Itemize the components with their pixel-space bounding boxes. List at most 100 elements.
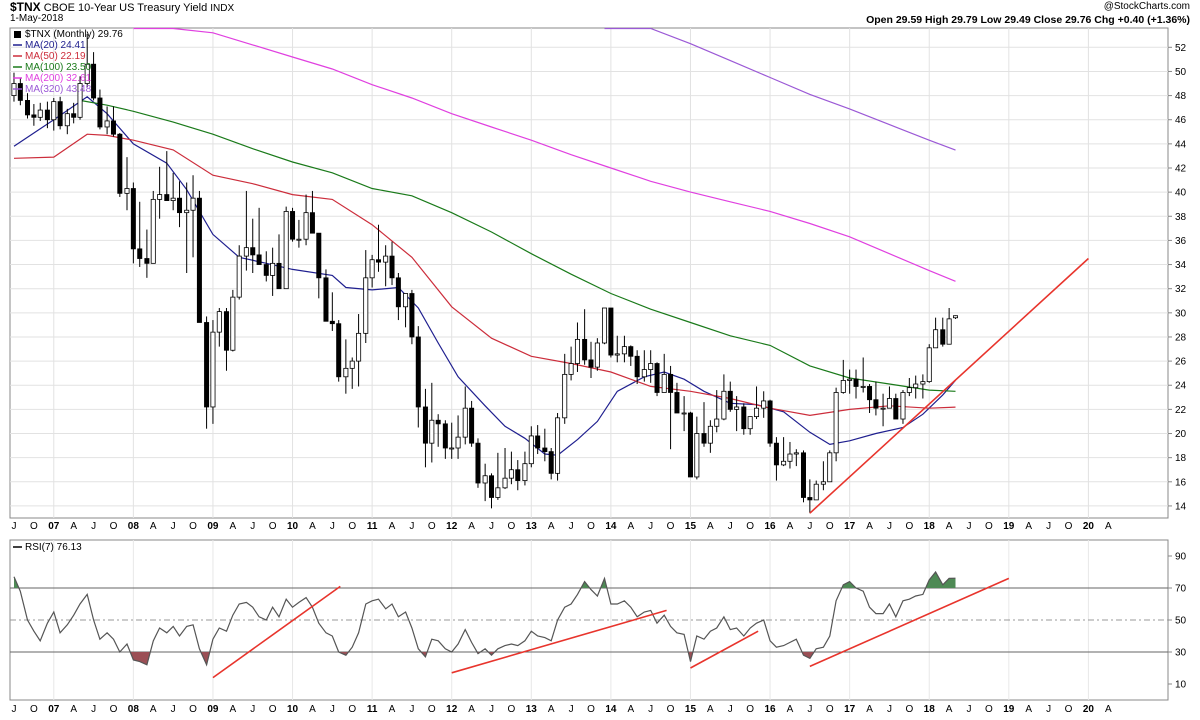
rsi-xtick-label: A <box>1105 704 1112 715</box>
price-candle <box>25 93 31 119</box>
price-candle <box>508 451 514 485</box>
rsi-xtick-label: A <box>707 704 714 715</box>
price-xtick-label: J <box>728 521 733 532</box>
price-candle <box>442 420 448 459</box>
ticker-description: CBOE 10-Year US Treasury Yield <box>43 2 208 14</box>
rsi-xtick-label: O <box>746 704 754 715</box>
rsi-xtick-label: A <box>389 704 396 715</box>
rsi-xtick-label: 18 <box>924 704 936 715</box>
price-candle <box>415 326 421 428</box>
candle-body <box>574 338 580 364</box>
rsi-xtick-label: 08 <box>128 704 140 715</box>
candle-body <box>124 188 130 194</box>
candle-body <box>542 447 548 453</box>
candle-body <box>641 369 647 378</box>
price-candle <box>900 390 906 424</box>
candle-body <box>216 311 222 333</box>
price-candle <box>349 357 355 389</box>
price-candle <box>714 390 720 433</box>
rsi-xtick-label: O <box>1065 704 1073 715</box>
candle-body <box>51 101 57 121</box>
price-xtick-label: A <box>548 521 555 532</box>
price-xtick-label: 19 <box>1003 521 1015 532</box>
candle-body <box>230 296 236 351</box>
candle-body <box>528 435 534 465</box>
price-candle <box>323 269 329 322</box>
price-candle <box>548 448 554 480</box>
price-candle <box>860 357 866 393</box>
price-candle <box>588 341 594 378</box>
price-candle <box>230 289 236 352</box>
moving-average-line <box>13 96 956 456</box>
price-candle <box>661 353 667 393</box>
price-ytick-label: 50 <box>1175 67 1187 78</box>
price-candle <box>847 369 853 394</box>
price-xtick-label: J <box>569 521 574 532</box>
rsi-legend-label: RSI(7) 76.13 <box>25 542 82 553</box>
candle-body <box>223 311 229 351</box>
price-candle <box>309 190 315 234</box>
price-candle <box>422 388 428 468</box>
candle-body <box>953 315 959 319</box>
candle-body <box>522 463 528 481</box>
price-ytick-label: 48 <box>1175 91 1187 102</box>
rsi-xtick-label: J <box>807 704 812 715</box>
candle-body <box>562 373 568 419</box>
rsi-panel: 10 30 50 70 90 RSI(7) 76.13 <box>9 539 1187 701</box>
price-candle <box>953 315 959 319</box>
price-xtick-label: O <box>30 521 38 532</box>
price-candle <box>455 415 461 459</box>
price-candle <box>343 339 349 394</box>
candle-body <box>793 452 799 455</box>
candle-body <box>900 392 906 420</box>
rsi-xtick-label: A <box>309 704 316 715</box>
price-candle <box>283 206 289 290</box>
price-xtick-label: 09 <box>207 521 219 532</box>
price-xtick-label: O <box>348 521 356 532</box>
candle-body <box>256 254 262 265</box>
price-ytick-label: 34 <box>1175 260 1187 271</box>
price-xtick-label: O <box>826 521 834 532</box>
price-candle <box>84 34 90 88</box>
price-ytick-label: 20 <box>1175 429 1187 440</box>
price-ytick-label: 42 <box>1175 164 1187 175</box>
moving-average-line <box>604 27 956 151</box>
price-candle <box>409 289 415 345</box>
candle-body <box>800 452 806 498</box>
candle-body <box>369 259 375 279</box>
candle-body <box>290 211 296 240</box>
candle-body <box>594 342 600 368</box>
price-xtick-label: J <box>807 521 812 532</box>
price-candle <box>316 232 322 299</box>
rsi-xtick-label: A <box>946 704 953 715</box>
price-candle <box>741 403 747 435</box>
rsi-xtick-label: O <box>587 704 595 715</box>
candle-body <box>150 198 156 264</box>
candle-body <box>117 133 123 194</box>
candle-body <box>409 293 415 338</box>
rsi-xtick-label: A <box>230 704 237 715</box>
price-candle <box>773 437 779 481</box>
price-ytick-label: 22 <box>1175 405 1187 416</box>
price-xtick-label: A <box>1105 521 1112 532</box>
candle-body <box>91 63 97 99</box>
candle-body <box>707 425 713 444</box>
candle-body <box>403 293 409 308</box>
price-xtick-label: J <box>250 521 255 532</box>
price-xtick-label: 11 <box>367 521 378 532</box>
legend-swatch <box>14 31 21 38</box>
price-candle <box>429 382 435 463</box>
legend-entry: $TNX (Monthly) 29.76 <box>25 29 123 40</box>
price-xtick-label: O <box>428 521 436 532</box>
candle-body <box>714 418 720 427</box>
price-candle <box>177 181 183 228</box>
price-candle <box>336 320 342 382</box>
price-candle <box>654 362 660 397</box>
price-candle <box>130 182 136 264</box>
price-xtick-label: A <box>468 521 475 532</box>
price-xtick-label: 15 <box>685 521 697 532</box>
candle-body <box>754 407 760 418</box>
candle-body <box>469 407 475 444</box>
candle-body <box>184 209 190 214</box>
price-candle <box>562 353 568 424</box>
